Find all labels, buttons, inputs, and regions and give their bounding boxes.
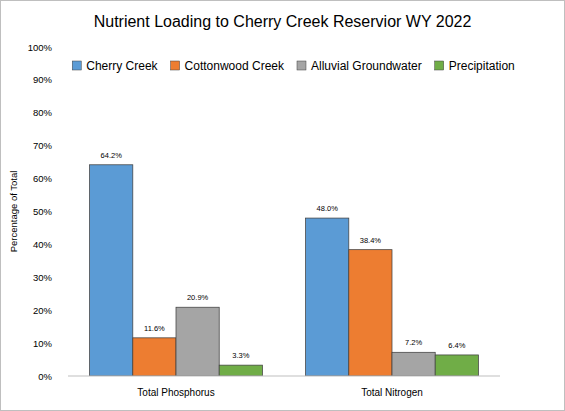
title: Nutrient Loading to Cherry Creek Reservi… bbox=[94, 13, 472, 30]
legend-label: Cottonwood Creek bbox=[185, 59, 285, 73]
bar bbox=[176, 307, 219, 376]
data-label: 48.0% bbox=[317, 204, 339, 213]
y-tick-label: 80% bbox=[33, 107, 53, 118]
legend-swatch bbox=[297, 61, 306, 70]
y-tick-label: 30% bbox=[33, 272, 53, 283]
bars bbox=[90, 165, 479, 376]
data-label: 38.4% bbox=[360, 236, 382, 245]
bar bbox=[90, 165, 133, 376]
y-tick-label: 0% bbox=[38, 371, 52, 382]
legend-label: Cherry Creek bbox=[86, 59, 158, 73]
y-tick-label: 60% bbox=[33, 173, 53, 184]
data-label: 11.6% bbox=[144, 324, 165, 333]
legend-swatch bbox=[72, 61, 81, 70]
x-tick-label: Total Phosphorus bbox=[137, 387, 214, 398]
bar bbox=[306, 218, 349, 376]
y-tick-label: 90% bbox=[33, 74, 53, 85]
y-tick-label: 10% bbox=[33, 338, 53, 349]
data-label: 20.9% bbox=[187, 293, 209, 302]
data-label: 6.4% bbox=[448, 341, 465, 350]
x-axis-line bbox=[68, 376, 500, 377]
legend-swatch bbox=[171, 61, 180, 70]
bar bbox=[392, 352, 435, 376]
bar bbox=[133, 338, 176, 376]
x-tick-label: Total Nitrogen bbox=[361, 387, 423, 398]
data-label: 3.3% bbox=[232, 351, 249, 360]
legend-label: Precipitation bbox=[449, 59, 515, 73]
legend-swatch bbox=[435, 61, 444, 70]
data-label: 64.2% bbox=[101, 151, 123, 160]
y-tick-label: 100% bbox=[28, 42, 53, 53]
y-tick-label: 40% bbox=[33, 239, 53, 250]
bar bbox=[219, 365, 262, 376]
y-tick-label: 70% bbox=[33, 140, 53, 151]
legend-label: Alluvial Groundwater bbox=[311, 59, 422, 73]
bar bbox=[435, 355, 478, 376]
data-label: 7.2% bbox=[405, 338, 422, 347]
y-axis-label: Percentage of Total bbox=[8, 171, 19, 253]
legend: Cherry Creek Cottonwood Creek Alluvial Gro… bbox=[72, 59, 515, 73]
bar bbox=[349, 250, 392, 376]
y-tick-label: 20% bbox=[33, 305, 53, 316]
chart: Nutrient Loading to Cherry Creek Reservi… bbox=[0, 0, 565, 411]
y-tick-label: 50% bbox=[33, 206, 53, 217]
chart-frame bbox=[1, 1, 565, 411]
